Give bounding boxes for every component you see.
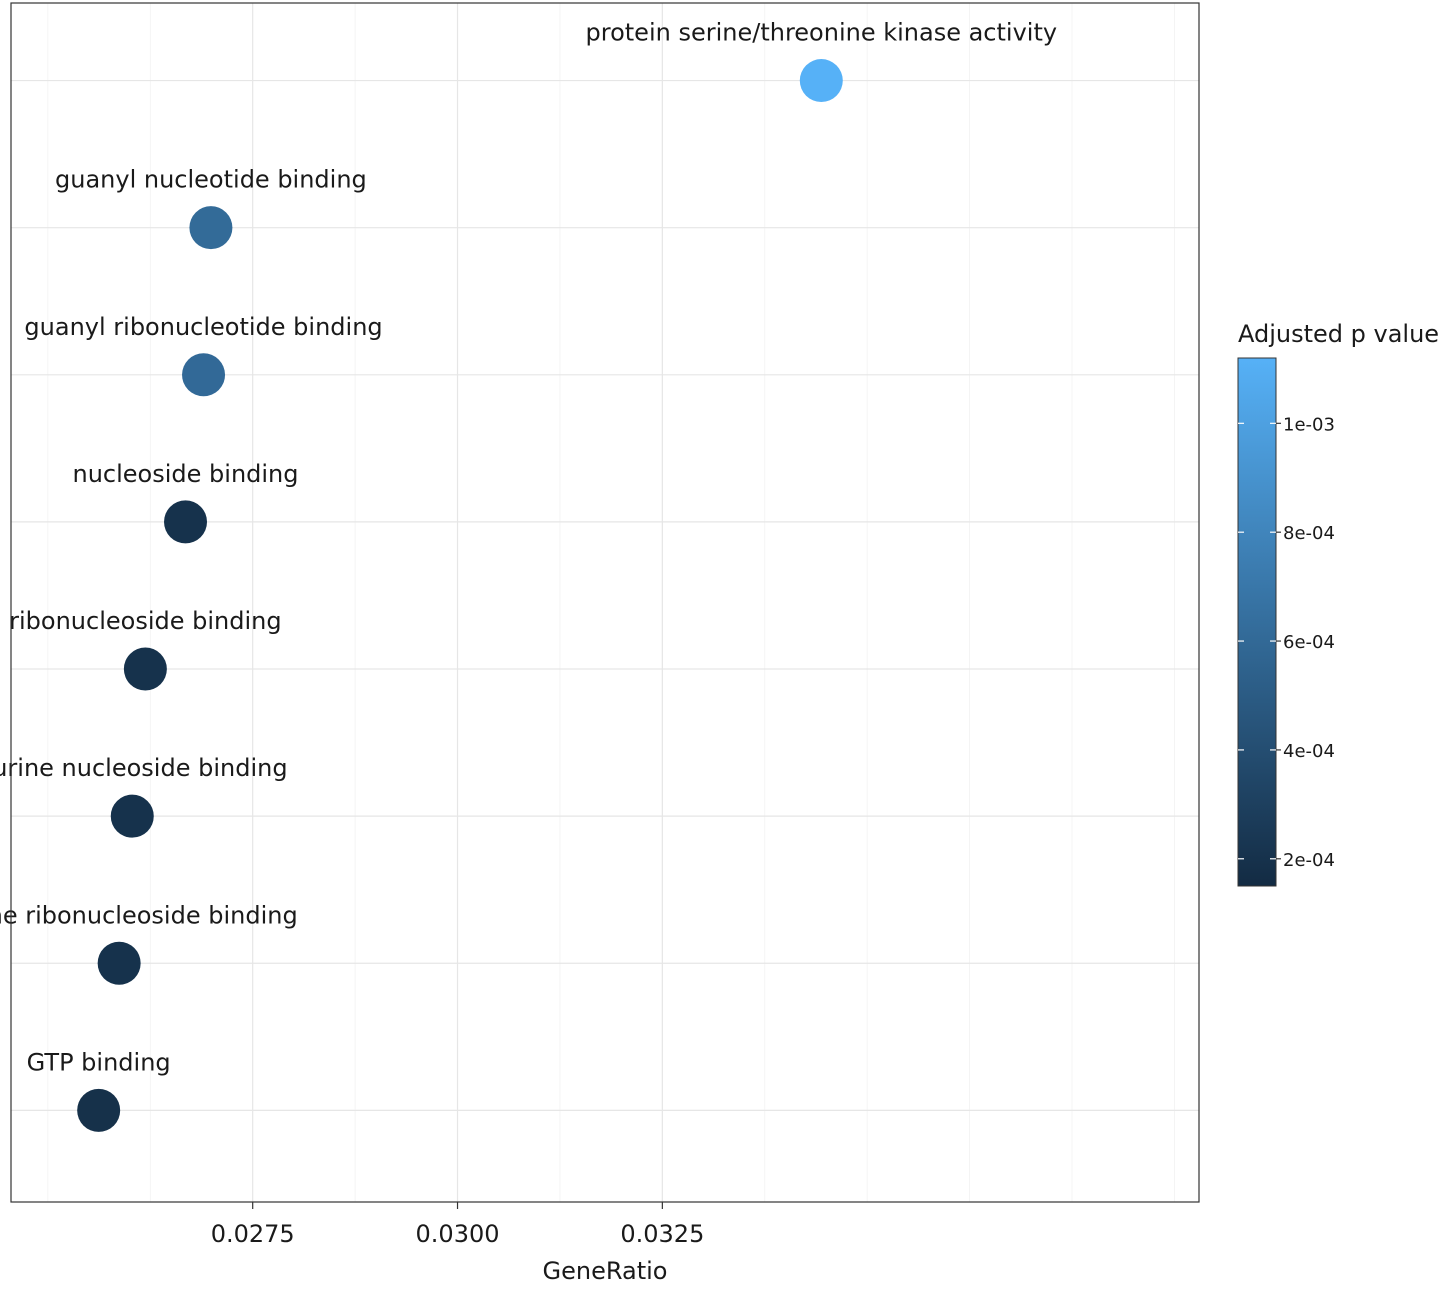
legend-colorbar [1237,357,1277,887]
data-point [182,353,226,397]
data-points [77,59,843,1132]
point-label: GTP binding [27,1048,171,1076]
x-tick-label: 0.0275 [211,1220,295,1248]
data-point [97,941,141,985]
point-label: guanyl ribonucleotide binding [24,313,382,341]
point-label: nucleoside binding [73,460,299,488]
point-label: ribonucleoside binding [9,607,281,635]
data-point [799,59,843,103]
legend-tick-label: 6e-04 [1283,632,1335,653]
point-label: purine ribonucleoside binding [0,901,298,929]
legend-tick-label: 2e-04 [1283,850,1335,871]
legend-tick-label: 8e-04 [1283,523,1335,544]
point-label: guanyl nucleotide binding [55,166,367,194]
data-point [189,206,233,250]
data-point [123,647,167,691]
data-point [77,1088,121,1132]
point-label: protein serine/threonine kinase activity [586,19,1058,47]
x-tick-label: 0.0300 [416,1220,500,1248]
legend-tick-label: 1e-03 [1283,414,1335,435]
grid-lines [11,3,1199,1202]
x-axis: 0.0275 0.0300 0.0325 [211,1202,704,1248]
legend-title: Adjusted p value [1238,320,1439,348]
panel-border [10,2,1200,1203]
legend-tick-label: 4e-04 [1283,741,1335,762]
point-labels: protein serine/threonine kinase activity… [0,19,1057,1077]
data-point [110,794,154,838]
data-point [164,500,208,544]
legend-ticks: 2e-04 4e-04 6e-04 8e-04 1e-03 [1238,414,1335,871]
point-label: purine nucleoside binding [0,754,288,782]
x-axis-label: GeneRatio [543,1257,668,1285]
x-tick-label: 0.0325 [620,1220,704,1248]
